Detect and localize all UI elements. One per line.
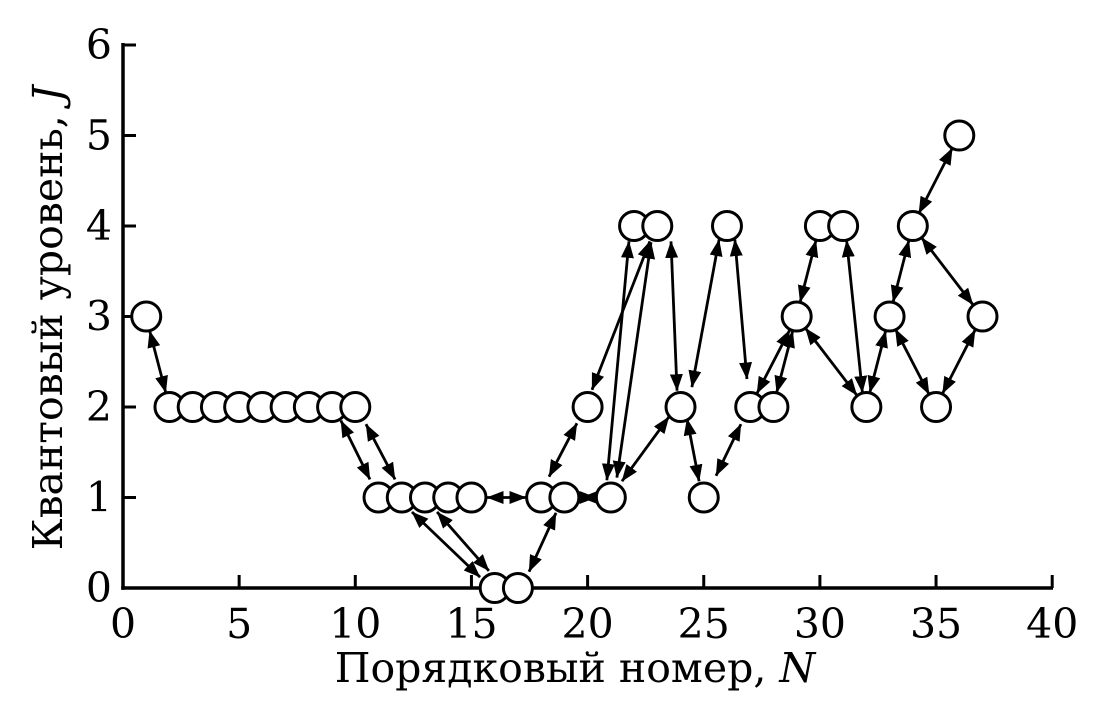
- transition-arrow: [612, 241, 656, 479]
- data-point-circle: [130, 300, 163, 333]
- transition-arrow: [841, 239, 868, 394]
- transition-arrow: [547, 422, 579, 478]
- data-point-circle: [896, 210, 929, 242]
- data-point-circle: [780, 300, 813, 333]
- axis-ticks-layer: [123, 43, 1054, 588]
- data-point-circle: [827, 210, 860, 242]
- x-tick-label: 10: [329, 600, 381, 648]
- data-point-circle: [548, 481, 581, 514]
- data-point-circle: [641, 210, 674, 242]
- y-tick-label: 6: [86, 21, 112, 69]
- y-tick-label: 5: [86, 112, 112, 160]
- transition-arrow: [729, 239, 753, 380]
- transition-arrow: [339, 419, 372, 481]
- transition-arrow: [804, 327, 858, 397]
- transition-arrow: [601, 240, 634, 481]
- transition-arrow: [364, 423, 397, 481]
- data-point-circle: [873, 300, 906, 333]
- transition-arrows-layer: [147, 147, 977, 579]
- data-point-circle: [501, 572, 534, 604]
- data-point-circle: [339, 391, 372, 423]
- transition-arrow: [688, 239, 723, 388]
- x-tick-label: 40: [1026, 600, 1078, 648]
- x-tick-label: 30: [794, 600, 846, 648]
- data-point-circle: [687, 481, 720, 514]
- y-axis-title: Квантовый уровень, J: [24, 83, 72, 550]
- transition-arrow: [894, 328, 931, 395]
- x-tick-label: 5: [226, 600, 252, 648]
- x-tick-label: 15: [445, 600, 497, 648]
- transition-arrow: [774, 330, 795, 394]
- data-point-circle: [710, 210, 743, 242]
- data-point-circle: [966, 300, 999, 333]
- data-point-circle: [943, 119, 976, 152]
- transition-arrow: [436, 511, 490, 572]
- data-point-circle: [664, 391, 697, 423]
- data-point-circle: [920, 391, 953, 423]
- y-tick-label: 2: [86, 383, 112, 431]
- x-tick-label: 35: [910, 600, 962, 648]
- y-tick-label: 0: [86, 564, 112, 612]
- data-point-circle: [850, 391, 883, 423]
- data-point-circle: [571, 391, 604, 423]
- x-tick-label: 20: [562, 600, 614, 648]
- y-tick-label: 4: [86, 202, 112, 250]
- transition-arrow: [620, 416, 671, 483]
- transition-arrow: [941, 329, 977, 395]
- data-points-layer: [130, 119, 999, 604]
- transition-arrow: [683, 418, 703, 482]
- y-tick-label: 1: [86, 474, 112, 522]
- transition-arrow: [890, 239, 912, 303]
- data-point-circle: [455, 481, 488, 514]
- x-axis-variable: N: [778, 644, 817, 692]
- transition-arrow: [147, 330, 168, 394]
- y-tick-label: 3: [86, 293, 112, 341]
- transition-arrow: [917, 147, 954, 214]
- axis-tick-labels-layer: 0 5 10 15 20 25 30 35 40 0 1 2 3 4 5 6: [86, 21, 1078, 648]
- x-tick-label: 25: [678, 600, 730, 648]
- transition-arrow: [665, 240, 683, 392]
- data-point-circle: [757, 391, 790, 423]
- transition-arrow: [867, 330, 888, 394]
- transition-arrow: [797, 239, 819, 303]
- transition-arrow: [527, 512, 558, 573]
- x-axis-title: Порядковый номер, N: [335, 644, 818, 692]
- data-point-circle: [594, 481, 627, 514]
- x-tick-label: 0: [110, 600, 136, 648]
- transition-arrow: [714, 423, 743, 477]
- transition-arrow: [920, 236, 975, 306]
